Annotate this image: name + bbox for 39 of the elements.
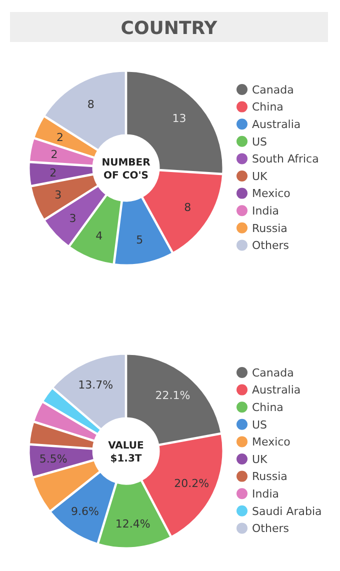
legend-label: UK <box>252 170 268 183</box>
data-label: 2 <box>50 166 57 180</box>
data-label: 8 <box>184 200 192 214</box>
data-label: 12.4% <box>115 518 150 531</box>
legend-label: Saudi Arabia <box>252 504 322 518</box>
legend-label: Mexico <box>252 187 291 200</box>
legend-label: Australia <box>252 118 301 131</box>
legend-label: US <box>252 135 268 148</box>
data-label: 3 <box>69 212 76 225</box>
data-label: 5.5% <box>39 452 68 466</box>
legend-label: Russia <box>252 470 288 484</box>
legend-label: China <box>252 100 284 114</box>
legend-label: Others <box>252 522 290 536</box>
data-label: 9.6% <box>70 505 99 518</box>
legend-label: India <box>252 204 279 218</box>
data-label: 8 <box>87 98 94 111</box>
data-label: 3 <box>54 188 62 202</box>
legend-label: Canada <box>252 83 294 96</box>
legend-label: UK <box>252 452 268 466</box>
legend-label: South Africa <box>252 152 319 166</box>
chart-title: COUNTRY <box>120 18 218 39</box>
legend-label: Mexico <box>252 436 291 449</box>
data-label: 22.1% <box>155 388 190 402</box>
data-label: 2 <box>50 148 58 162</box>
text: VALUE $1.3T <box>108 440 144 464</box>
legend-label: US <box>252 418 268 432</box>
data-label: 4 <box>96 230 103 243</box>
text: NUMBER OF CO'S <box>102 158 151 182</box>
data-label: 2 <box>56 130 64 144</box>
legend-label: Canada <box>252 366 294 380</box>
legend-label: India <box>252 487 279 500</box>
legend-label: Others <box>252 239 290 252</box>
data-label: 20.2% <box>174 476 210 490</box>
data-label: 13 <box>172 112 186 125</box>
data-label: 5 <box>136 234 144 247</box>
legend-label: Australia <box>252 384 301 397</box>
legend-label: Russia <box>252 222 288 235</box>
legend-label: China <box>252 400 284 414</box>
data-label: 13.7% <box>78 378 114 392</box>
